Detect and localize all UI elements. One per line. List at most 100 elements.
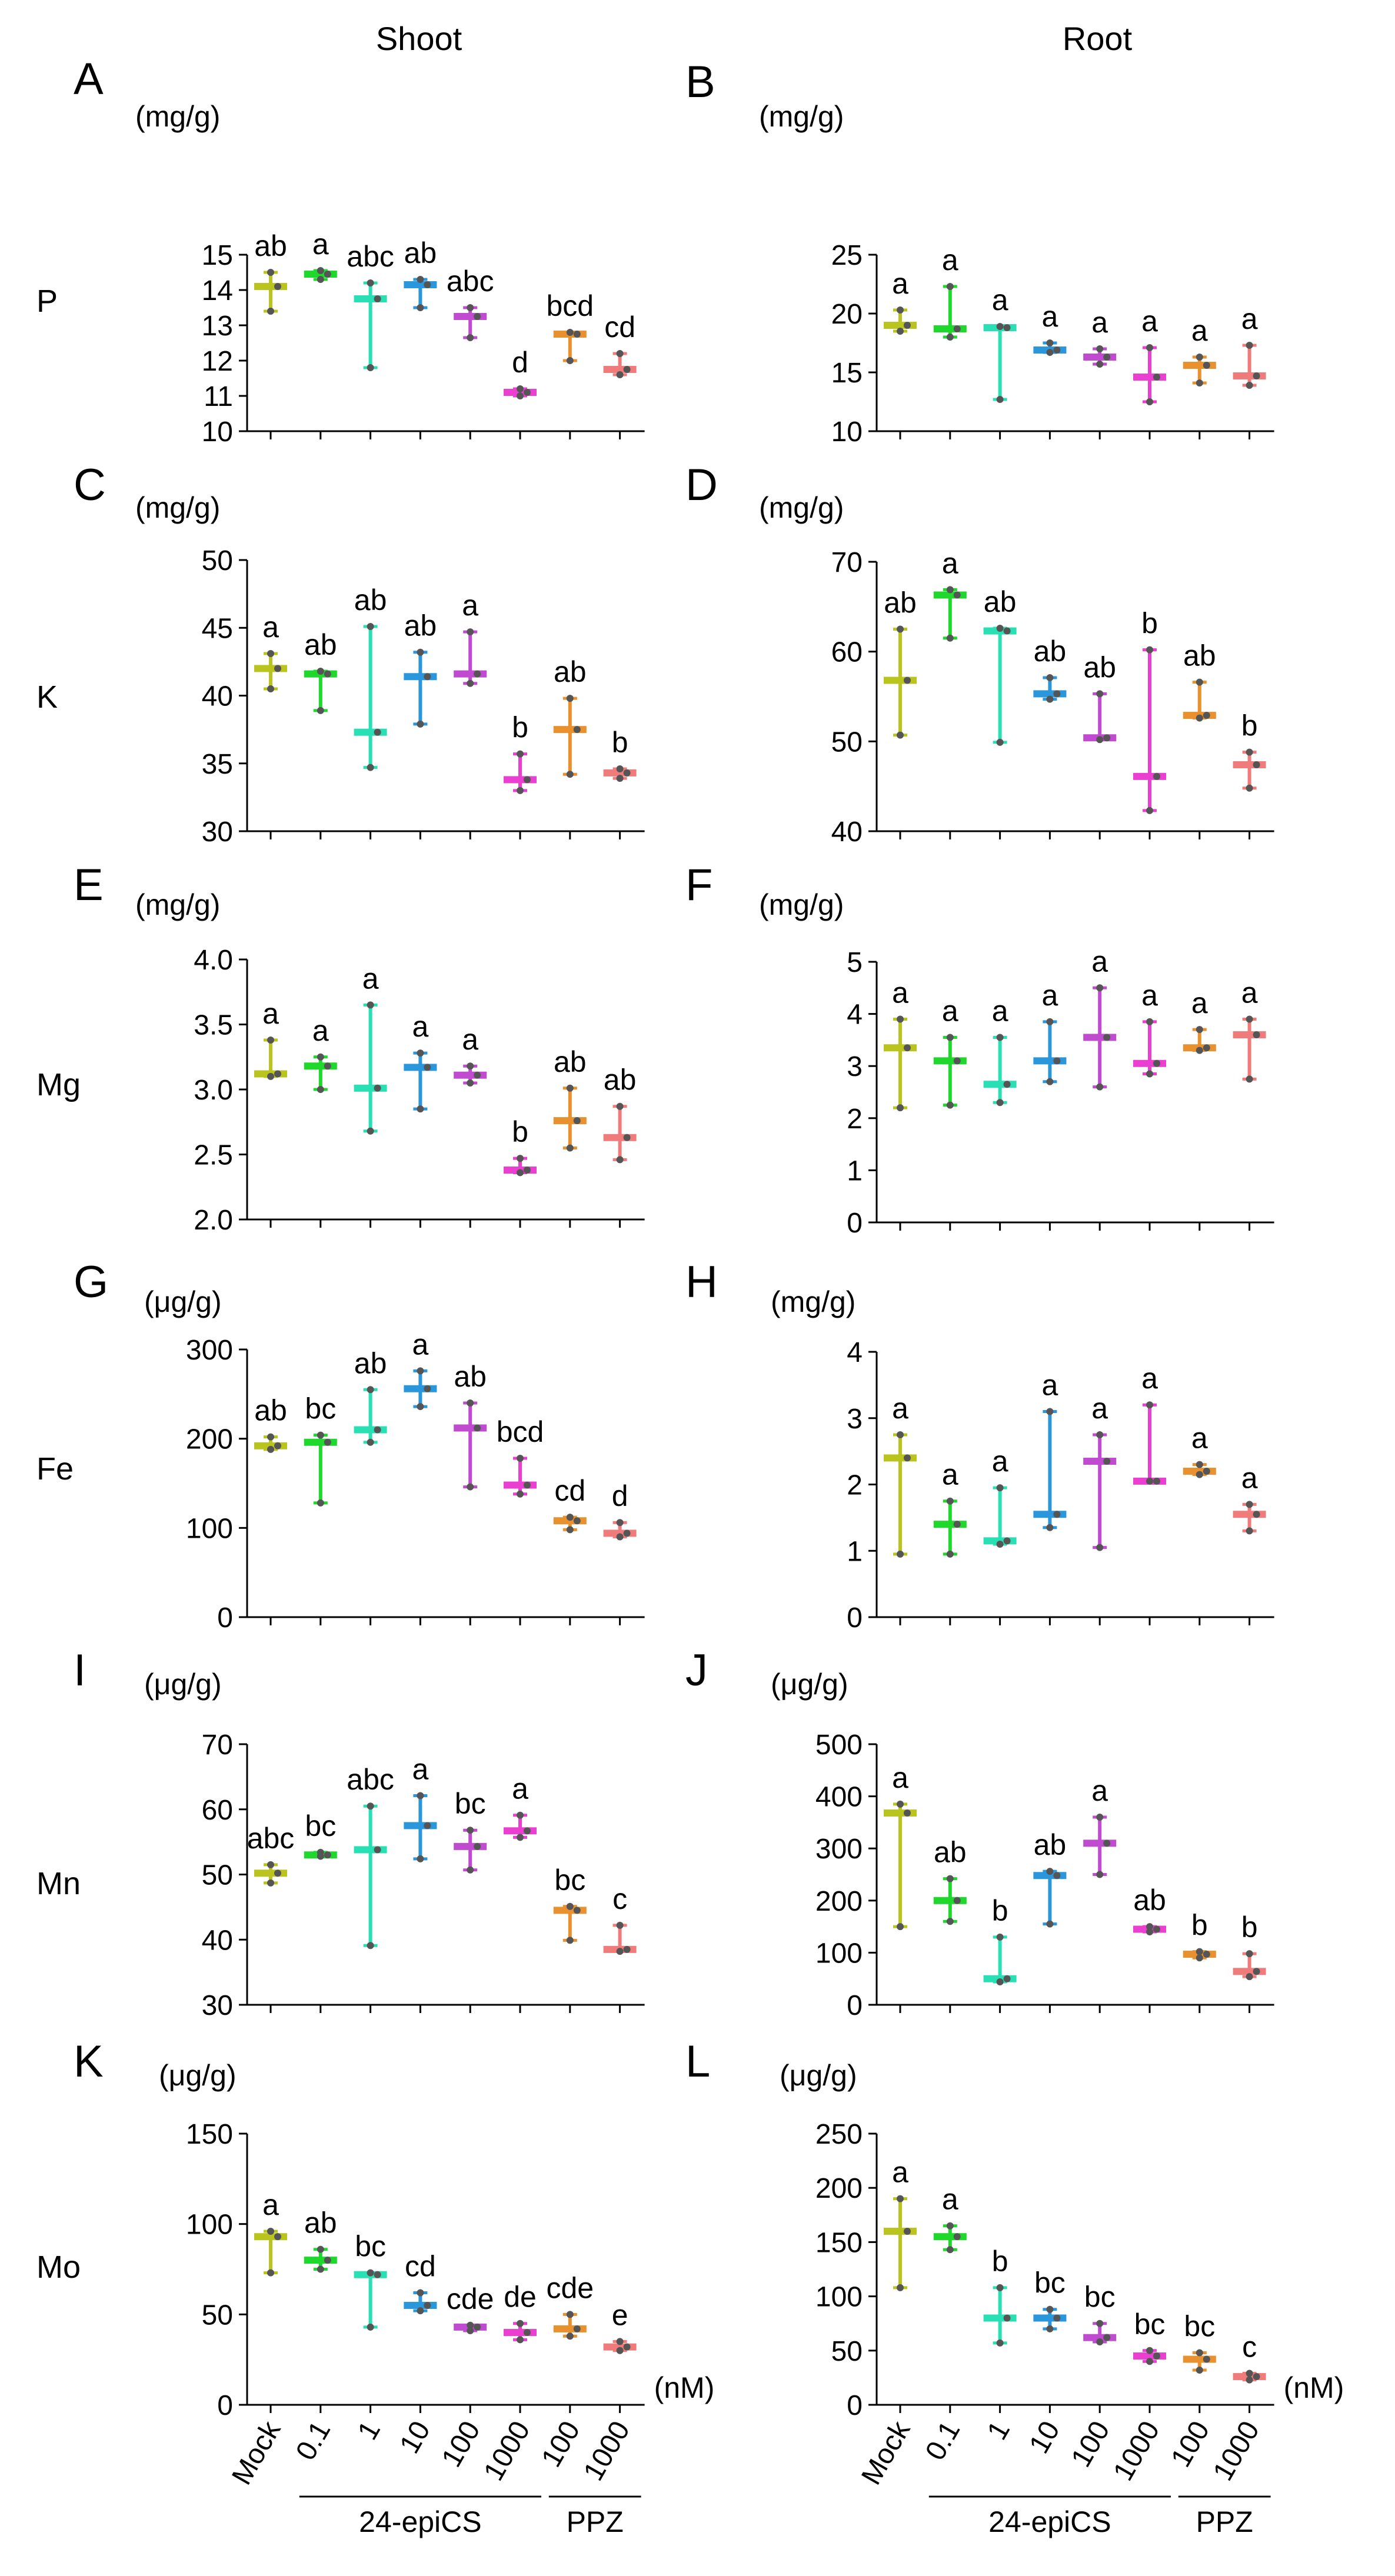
data-point: [524, 2329, 531, 2337]
data-point: [616, 1533, 624, 1541]
data-point: [467, 1062, 474, 1070]
median-bar: [933, 1521, 967, 1528]
data-point: [996, 1978, 1004, 1986]
data-point: [904, 677, 911, 684]
data-point: [897, 1923, 904, 1931]
median-bar: [1033, 1057, 1067, 1065]
y-tick-label: 100: [186, 2210, 233, 2241]
data-point: [367, 1438, 374, 1446]
significance-letter: b: [992, 2245, 1008, 2278]
y-tick-label: 30: [202, 817, 233, 848]
data-point: [1196, 1471, 1203, 1478]
data-point: [1196, 678, 1203, 686]
data-point: [897, 625, 904, 633]
data-point: [1096, 1871, 1104, 1878]
data-point: [897, 2284, 904, 2291]
significance-letter: a: [462, 589, 478, 622]
data-point: [517, 1155, 524, 1162]
data-point: [1196, 1026, 1203, 1034]
median-bar: [933, 1057, 967, 1065]
data-point: [996, 1034, 1004, 1041]
data-point: [317, 707, 324, 714]
data-point: [524, 389, 531, 396]
data-point: [897, 1431, 904, 1438]
significance-letter: ab: [304, 2207, 337, 2240]
data-point: [1096, 2320, 1104, 2327]
data-point: [417, 1403, 424, 1411]
data-point: [1246, 1075, 1253, 1083]
data-point: [367, 2323, 374, 2331]
significance-letter: a: [1191, 314, 1208, 347]
significance-letter: d: [512, 346, 528, 379]
column-title-shoot: Shoot: [376, 20, 462, 57]
data-point: [324, 670, 331, 678]
data-point: [946, 2246, 954, 2254]
significance-letter: a: [942, 546, 958, 579]
data-point: [467, 2327, 474, 2334]
group-label-24-epiCS: 24-epiCS: [988, 2505, 1111, 2538]
significance-letter: a: [312, 228, 329, 261]
data-point: [897, 1800, 904, 1808]
data-point: [517, 1811, 524, 1819]
median-bar: [504, 776, 537, 784]
significance-letter: b: [992, 1894, 1008, 1927]
data-point: [274, 1442, 281, 1449]
y-tick-label: 100: [815, 1938, 863, 1969]
x-tick-label: 100: [535, 2416, 586, 2472]
significance-letter: bc: [554, 1864, 585, 1897]
significance-letter: a: [1041, 979, 1058, 1012]
y-tick-label: 50: [202, 2300, 233, 2331]
data-point: [367, 2269, 374, 2277]
significance-letter: a: [1091, 1392, 1108, 1425]
median-bar: [1083, 1034, 1117, 1041]
data-point: [1153, 1477, 1160, 1485]
data-point: [374, 295, 381, 302]
data-point: [1003, 1081, 1011, 1088]
significance-letter: ab: [934, 1836, 967, 1869]
data-point: [566, 1144, 574, 1152]
y-tick-label: 2.5: [194, 1140, 233, 1171]
data-point: [946, 334, 954, 341]
median-bar: [553, 1117, 587, 1125]
data-point: [1196, 1047, 1203, 1054]
data-point: [1246, 2376, 1253, 2384]
data-point: [1146, 807, 1153, 814]
significance-letter: bc: [1084, 2281, 1116, 2314]
data-point: [274, 2233, 281, 2241]
significance-letter: ab: [304, 628, 337, 661]
significance-letter: a: [1191, 987, 1208, 1019]
y-tick-label: 50: [831, 2336, 863, 2367]
data-point: [573, 726, 581, 734]
data-point: [996, 1933, 1004, 1941]
y-tick-label: 0: [847, 1602, 863, 1634]
significance-letter: a: [1091, 306, 1108, 339]
data-point: [474, 670, 481, 678]
row-label-mg: Mg: [36, 1067, 81, 1102]
data-point: [1203, 1951, 1210, 1958]
data-point: [897, 328, 904, 335]
panel-letter-I: I: [74, 1645, 86, 1695]
y-tick-label: 150: [186, 2119, 233, 2150]
median-bar: [1233, 761, 1266, 769]
significance-letter: bc: [305, 1392, 336, 1425]
significance-letter: a: [942, 244, 958, 276]
y-tick-label: 50: [202, 545, 233, 576]
y-tick-label: 13: [202, 311, 233, 342]
y-tick-label: 2: [847, 1470, 863, 1501]
data-point: [417, 720, 424, 728]
data-point: [524, 776, 531, 784]
y-tick-label: 0: [847, 1990, 863, 2021]
significance-letter: a: [1241, 976, 1258, 1009]
significance-letter: bcd: [497, 1415, 544, 1448]
data-point: [1196, 714, 1203, 722]
row-label-k: K: [36, 679, 58, 715]
data-point: [467, 1399, 474, 1407]
data-point: [317, 2265, 324, 2273]
data-point: [616, 350, 624, 357]
x-tick-label: 1000: [578, 2416, 636, 2486]
data-point: [467, 1079, 474, 1087]
median-bar: [304, 1062, 337, 1070]
data-point: [1253, 761, 1260, 769]
